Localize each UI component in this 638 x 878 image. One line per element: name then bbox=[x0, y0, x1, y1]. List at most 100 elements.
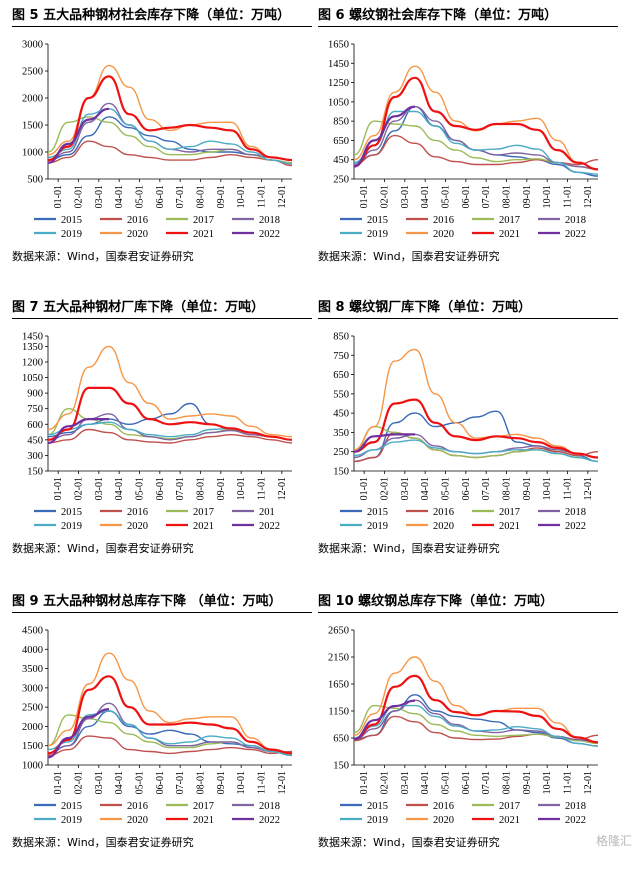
data-source-note: 数据来源：Wind，国泰君安证券研究 bbox=[318, 836, 500, 849]
title-divider bbox=[12, 318, 312, 319]
legend-label-2015: 2015 bbox=[61, 801, 82, 812]
legend-label-2017: 2017 bbox=[499, 215, 520, 226]
series-line-2018 bbox=[353, 106, 599, 171]
x-tick-label: 09-01 bbox=[216, 771, 227, 794]
y-tick-label: 1000 bbox=[22, 148, 43, 159]
y-tick-label: 1050 bbox=[328, 97, 349, 108]
y-tick-label: 1350 bbox=[22, 342, 43, 353]
legend-label-2016: 2016 bbox=[127, 507, 148, 518]
x-tick-label: 10-01 bbox=[236, 477, 247, 500]
x-tick-label: 03-01 bbox=[94, 185, 105, 208]
legend-label-2020: 2020 bbox=[127, 521, 148, 532]
x-tick-label: 06-01 bbox=[155, 185, 166, 208]
legend-label-2017: 2017 bbox=[499, 801, 520, 812]
series-line-2019 bbox=[353, 110, 599, 175]
x-tick-label: 09-01 bbox=[522, 477, 533, 500]
legend-label-2017: 2017 bbox=[499, 507, 520, 518]
x-tick-label: 06-01 bbox=[461, 477, 472, 500]
x-tick-label: 11-01 bbox=[257, 477, 268, 500]
y-tick-label: 1650 bbox=[328, 40, 349, 51]
x-tick-label: 08-01 bbox=[502, 771, 513, 794]
y-tick-label: 250 bbox=[333, 447, 349, 458]
legend-label-2018: 2018 bbox=[565, 215, 586, 226]
x-tick-label: 05-01 bbox=[441, 771, 452, 794]
series-line-2021 bbox=[47, 675, 293, 755]
chart-panel-5: 图 9 五大品种钢材总库存下降 （单位：万吨） 1000 1500 2000 2500 3… bbox=[12, 590, 312, 878]
y-tick-label: 250 bbox=[333, 175, 349, 186]
x-tick-label: 07-01 bbox=[175, 185, 186, 208]
y-tick-label: 300 bbox=[27, 451, 43, 462]
legend-label-2020: 2020 bbox=[433, 521, 454, 532]
y-tick-label: 850 bbox=[333, 117, 349, 128]
y-tick-label: 3500 bbox=[22, 664, 43, 675]
legend-label-2022: 2022 bbox=[565, 229, 586, 240]
y-tick-label: 2500 bbox=[22, 703, 43, 714]
y-tick-label: 1200 bbox=[22, 357, 43, 368]
x-tick-label: 05-01 bbox=[441, 477, 452, 500]
series-line-2016 bbox=[47, 428, 293, 444]
series-line-2021 bbox=[353, 398, 599, 459]
x-tick-label: 11-01 bbox=[257, 185, 268, 208]
y-tick-label: 150 bbox=[333, 467, 349, 478]
title-divider bbox=[318, 612, 618, 613]
x-tick-label: 12-01 bbox=[277, 771, 288, 794]
y-tick-label: 3000 bbox=[22, 683, 43, 694]
legend-label-2019: 2019 bbox=[61, 815, 82, 826]
legend-label-2016: 2016 bbox=[433, 507, 454, 518]
y-tick-label: 1450 bbox=[22, 332, 43, 343]
x-tick-label: 12-01 bbox=[583, 771, 594, 794]
x-tick-label: 03-01 bbox=[94, 477, 105, 500]
y-tick-label: 4000 bbox=[22, 645, 43, 656]
line-chart: 500 1000 1500 2000 2500 3000 01-01 02-01 03-01 04… bbox=[22, 40, 293, 240]
chart-panel-4: 图 8 螺纹钢厂库下降（单位：万吨） 150 250 350 450 550 650 750 8… bbox=[318, 296, 618, 584]
series-line-2020 bbox=[353, 348, 599, 459]
series-line-2021 bbox=[353, 674, 599, 744]
chart-panel-6: 图 10 螺纹钢总库存下降（单位：万吨） 150 650 1150 1650 2150 26… bbox=[318, 590, 618, 878]
x-tick-label: 10-01 bbox=[542, 477, 553, 500]
series-line-2018 bbox=[47, 702, 293, 755]
x-tick-label: 05-01 bbox=[135, 185, 146, 208]
y-tick-label: 1450 bbox=[328, 59, 349, 70]
legend-label-2015: 2015 bbox=[61, 507, 82, 518]
y-tick-label: 500 bbox=[27, 175, 43, 186]
series-line-2021 bbox=[47, 75, 293, 162]
y-tick-label: 1150 bbox=[328, 707, 349, 718]
y-tick-label: 2650 bbox=[328, 626, 349, 637]
series-line-2022 bbox=[47, 107, 110, 164]
y-tick-label: 850 bbox=[333, 332, 349, 343]
x-tick-label: 01-01 bbox=[359, 185, 370, 208]
series-line-2019 bbox=[47, 108, 293, 165]
legend-label-2016: 2016 bbox=[433, 215, 454, 226]
x-tick-label: 03-01 bbox=[400, 771, 411, 794]
chart-title: 图 6 螺纹钢社会库存下降（单位：万吨） bbox=[318, 8, 558, 23]
chart-title: 图 10 螺纹钢总库存下降（单位：万吨） bbox=[318, 594, 554, 609]
x-tick-label: 01-01 bbox=[359, 477, 370, 500]
y-tick-label: 450 bbox=[333, 155, 349, 166]
legend-label-2020: 2020 bbox=[127, 229, 148, 240]
x-tick-label: 06-01 bbox=[155, 771, 166, 794]
series-line-2016 bbox=[47, 140, 293, 167]
series-line-2020 bbox=[47, 345, 293, 438]
legend-label-2021: 2021 bbox=[193, 229, 214, 240]
y-tick-label: 550 bbox=[333, 389, 349, 400]
x-tick-label: 11-01 bbox=[257, 771, 268, 794]
x-tick-label: 01-01 bbox=[53, 771, 64, 794]
legend-label-2022: 2022 bbox=[259, 521, 280, 532]
x-tick-label: 04-01 bbox=[420, 185, 431, 208]
series-line-2018 bbox=[47, 102, 293, 161]
legend-label-2022: 2022 bbox=[259, 815, 280, 826]
y-tick-label: 1650 bbox=[328, 680, 349, 691]
x-tick-label: 04-01 bbox=[114, 771, 125, 794]
x-tick-label: 05-01 bbox=[135, 771, 146, 794]
legend-label-2015: 2015 bbox=[61, 215, 82, 226]
legend-label-2015: 2015 bbox=[367, 507, 388, 518]
y-tick-label: 650 bbox=[333, 734, 349, 745]
x-tick-label: 06-01 bbox=[461, 771, 472, 794]
chart-title: 图 9 五大品种钢材总库存下降 （单位：万吨） bbox=[12, 594, 282, 609]
series-line-2019 bbox=[353, 439, 599, 463]
y-tick-label: 650 bbox=[333, 136, 349, 147]
y-tick-label: 1500 bbox=[22, 741, 43, 752]
y-tick-label: 350 bbox=[333, 428, 349, 439]
x-tick-label: 04-01 bbox=[114, 185, 125, 208]
